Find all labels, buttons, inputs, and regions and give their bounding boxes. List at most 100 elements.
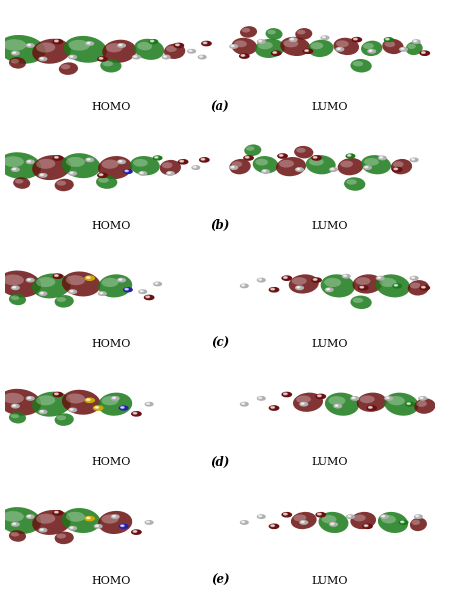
Circle shape	[301, 522, 304, 523]
Circle shape	[244, 156, 253, 160]
Ellipse shape	[356, 277, 371, 285]
Ellipse shape	[244, 144, 261, 156]
Ellipse shape	[328, 396, 346, 405]
Circle shape	[118, 279, 125, 282]
Ellipse shape	[11, 532, 19, 536]
Circle shape	[312, 156, 321, 160]
Ellipse shape	[289, 274, 319, 293]
Text: (e): (e)	[211, 574, 229, 587]
Circle shape	[121, 525, 124, 526]
Ellipse shape	[13, 177, 30, 189]
Circle shape	[27, 45, 30, 46]
Circle shape	[297, 287, 300, 288]
Ellipse shape	[11, 59, 19, 64]
Circle shape	[69, 408, 76, 412]
Circle shape	[282, 276, 292, 280]
Circle shape	[257, 397, 265, 400]
Circle shape	[352, 37, 362, 42]
Circle shape	[146, 296, 149, 298]
Circle shape	[240, 402, 248, 406]
Circle shape	[329, 168, 337, 171]
Circle shape	[401, 48, 404, 49]
Circle shape	[70, 290, 73, 292]
Circle shape	[168, 172, 171, 173]
Ellipse shape	[106, 43, 123, 52]
Ellipse shape	[321, 515, 337, 523]
Text: HOMO: HOMO	[91, 102, 131, 112]
Circle shape	[55, 156, 58, 158]
Ellipse shape	[296, 148, 306, 153]
Text: HOMO: HOMO	[91, 576, 131, 586]
Ellipse shape	[36, 514, 55, 524]
Ellipse shape	[231, 38, 257, 55]
Circle shape	[27, 160, 34, 163]
Circle shape	[27, 397, 30, 399]
Circle shape	[39, 173, 47, 177]
Circle shape	[379, 156, 386, 160]
Ellipse shape	[406, 42, 423, 55]
Circle shape	[269, 287, 279, 292]
Ellipse shape	[337, 158, 363, 175]
Circle shape	[118, 160, 125, 163]
Ellipse shape	[32, 155, 71, 180]
Ellipse shape	[325, 393, 359, 416]
Ellipse shape	[306, 155, 336, 175]
Circle shape	[393, 284, 401, 288]
Ellipse shape	[36, 396, 55, 406]
Circle shape	[133, 55, 140, 59]
Ellipse shape	[98, 511, 132, 534]
Ellipse shape	[3, 39, 27, 50]
Ellipse shape	[102, 40, 137, 63]
Circle shape	[154, 156, 162, 160]
Ellipse shape	[350, 59, 372, 72]
Circle shape	[385, 397, 392, 400]
Circle shape	[407, 403, 410, 405]
Circle shape	[419, 397, 427, 400]
Circle shape	[360, 286, 364, 288]
Ellipse shape	[32, 273, 71, 298]
Circle shape	[11, 286, 19, 289]
Circle shape	[262, 170, 269, 173]
Ellipse shape	[11, 413, 19, 418]
Ellipse shape	[408, 280, 429, 296]
Ellipse shape	[310, 42, 323, 49]
Circle shape	[85, 516, 94, 521]
Ellipse shape	[363, 43, 374, 49]
Circle shape	[27, 160, 30, 162]
Circle shape	[111, 515, 119, 519]
Circle shape	[133, 412, 137, 414]
Ellipse shape	[61, 64, 70, 69]
Ellipse shape	[160, 160, 181, 175]
Circle shape	[410, 158, 418, 162]
Circle shape	[259, 279, 262, 280]
Ellipse shape	[66, 393, 85, 403]
Ellipse shape	[280, 37, 310, 56]
Ellipse shape	[340, 160, 353, 168]
Circle shape	[11, 405, 19, 408]
Ellipse shape	[36, 277, 55, 287]
Circle shape	[94, 525, 102, 528]
Circle shape	[174, 43, 183, 48]
Ellipse shape	[62, 271, 100, 296]
Circle shape	[85, 398, 94, 402]
Circle shape	[279, 154, 283, 156]
Circle shape	[336, 48, 344, 51]
Ellipse shape	[232, 161, 242, 168]
Circle shape	[119, 279, 122, 280]
Ellipse shape	[297, 30, 305, 34]
Circle shape	[337, 48, 340, 49]
Text: LUMO: LUMO	[311, 457, 347, 467]
Ellipse shape	[411, 520, 420, 525]
Circle shape	[55, 511, 58, 513]
Circle shape	[282, 393, 292, 397]
Ellipse shape	[240, 26, 257, 38]
Circle shape	[100, 292, 103, 294]
Circle shape	[322, 37, 325, 38]
Circle shape	[305, 50, 309, 52]
Circle shape	[125, 170, 128, 172]
Circle shape	[99, 58, 103, 59]
Circle shape	[203, 42, 207, 44]
Circle shape	[124, 288, 132, 292]
Circle shape	[399, 520, 408, 525]
Ellipse shape	[55, 179, 74, 191]
